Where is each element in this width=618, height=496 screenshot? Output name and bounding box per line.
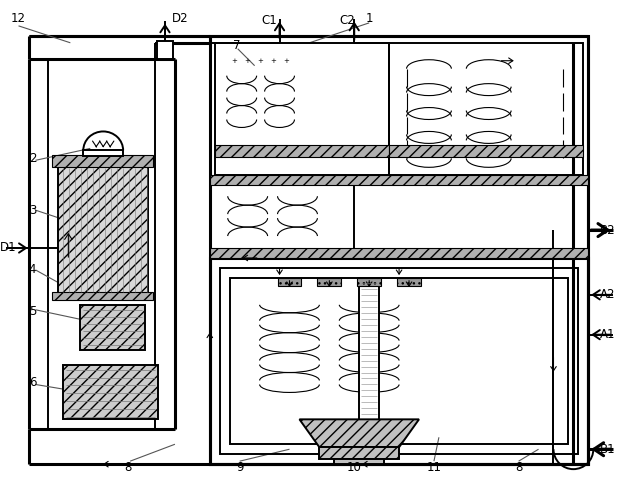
Text: B2: B2 [600,224,616,237]
Bar [210,248,588,258]
Text: D1: D1 [0,242,17,254]
Text: ∗: ∗ [302,180,307,186]
Bar [210,175,588,185]
Bar [334,459,384,464]
Text: 6: 6 [28,376,36,389]
Bar [157,41,173,59]
Text: A1: A1 [600,328,616,341]
Bar [389,43,583,175]
Bar [58,165,148,295]
Bar [215,43,389,175]
Text: C2: C2 [339,14,355,27]
Text: +: + [284,58,289,63]
Bar [83,150,123,156]
Bar [359,278,379,428]
Bar [210,258,588,464]
Text: ∗: ∗ [242,180,248,186]
Text: +: + [245,58,250,63]
Bar [320,447,399,459]
Text: C1: C1 [261,14,277,27]
Bar [277,278,302,286]
Text: +: + [258,58,263,63]
Text: ∗: ∗ [272,180,277,186]
Text: ∗: ∗ [256,180,263,186]
Text: A2: A2 [600,288,616,301]
Polygon shape [300,419,419,447]
Text: 4: 4 [28,263,36,276]
Text: 2: 2 [28,152,36,165]
Text: 7: 7 [233,39,240,52]
Text: ∗: ∗ [227,180,232,186]
Bar [215,145,389,157]
Bar [389,145,583,157]
Bar [397,278,421,286]
Text: +: + [271,58,276,63]
Text: D2: D2 [172,12,188,25]
Text: 11: 11 [426,461,441,474]
Text: 1: 1 [365,12,373,25]
Bar [53,155,153,167]
Text: ∗: ∗ [287,180,292,186]
Text: 10: 10 [347,461,362,474]
Bar [210,36,588,464]
Text: B1: B1 [600,443,616,456]
Bar [357,278,381,286]
Text: 9: 9 [236,461,243,474]
Text: 8: 8 [124,461,132,474]
Bar [220,268,578,454]
Text: 5: 5 [29,305,36,318]
Text: 12: 12 [11,12,26,25]
Bar [318,278,341,286]
Bar [53,292,153,300]
Bar [64,365,158,419]
Bar [230,278,569,444]
Text: 8: 8 [515,461,522,474]
Text: +: + [232,58,238,63]
Text: 3: 3 [29,204,36,217]
Bar [80,305,145,350]
